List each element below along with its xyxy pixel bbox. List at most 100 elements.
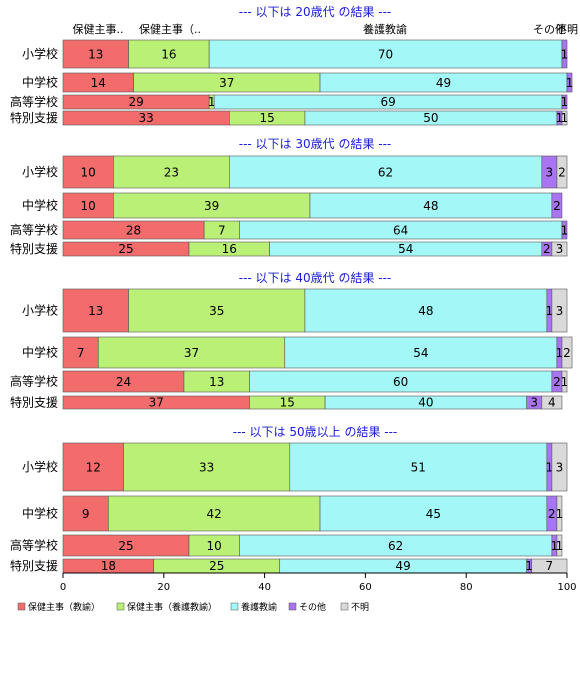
data-label: 3: [546, 166, 554, 180]
bar-segment: [304, 288, 548, 333]
data-label: 18: [101, 559, 116, 573]
data-label: 40: [418, 396, 433, 410]
legend-swatch: [288, 602, 297, 611]
panel-title: --- 以下は 30歳代 の結果 ---: [239, 137, 392, 151]
data-label: 1: [561, 48, 569, 62]
data-label: 10: [207, 539, 222, 553]
x-tick-label: 40: [258, 582, 271, 593]
data-label: 16: [222, 242, 237, 256]
panel-title: --- 以下は 40歳代 の結果 ---: [239, 271, 392, 285]
data-label: 33: [199, 461, 214, 475]
data-label: 24: [116, 375, 131, 389]
row-label: 高等学校: [10, 222, 58, 237]
row-label: 高等学校: [10, 94, 58, 109]
data-label: 62: [378, 166, 393, 180]
row-label: 特別支援: [10, 110, 58, 125]
bar-segment: [62, 155, 114, 189]
bar-segment: [561, 110, 568, 126]
data-label: 2: [548, 507, 556, 521]
bar-segment: [123, 442, 291, 492]
row-label: 特別支援: [10, 558, 58, 573]
data-label: 4: [548, 396, 556, 410]
bar-segment: [309, 192, 553, 219]
data-label: 35: [209, 304, 224, 318]
data-label: 10: [81, 166, 96, 180]
data-label: 13: [88, 48, 103, 62]
x-tick-label: 80: [460, 582, 473, 593]
data-label: 3: [530, 396, 538, 410]
legend-label: 養護教諭: [241, 601, 277, 613]
bar-segment: [128, 288, 306, 333]
legend-label: その他: [299, 601, 326, 613]
bar-segment: [319, 495, 548, 532]
data-label: 23: [164, 166, 179, 180]
data-label: 1: [561, 375, 569, 389]
data-label: 1: [561, 111, 569, 125]
data-label: 7: [77, 346, 85, 360]
bar-segment: [113, 155, 230, 189]
data-label: 15: [259, 111, 274, 125]
row-label: 高等学校: [10, 374, 58, 389]
data-label: 64: [393, 224, 408, 238]
data-label: 15: [280, 396, 295, 410]
data-label: 13: [209, 375, 224, 389]
bar-segment: [541, 395, 563, 410]
data-label: 1: [551, 539, 559, 553]
bar-segment: [62, 288, 129, 333]
legend-label: 保健主事（教諭）: [28, 601, 100, 613]
legend-swatch: [340, 602, 349, 611]
legend-swatch: [116, 602, 125, 611]
legend-swatch: [230, 602, 239, 611]
data-label: 1: [566, 76, 574, 90]
data-label: 12: [86, 461, 101, 475]
data-label: 49: [436, 76, 451, 90]
row-label: 小学校: [22, 459, 58, 474]
bar-segment: [284, 336, 558, 369]
data-label: 1: [561, 95, 569, 109]
row-label: 中学校: [22, 75, 58, 90]
column-header-3: その他: [533, 23, 566, 36]
data-label: 3: [556, 461, 564, 475]
column-header-1: 保健主事（..: [139, 22, 201, 36]
bar-segment: [551, 288, 568, 333]
data-label: 14: [91, 76, 106, 90]
data-label: 25: [209, 559, 224, 573]
bar-segment: [561, 220, 568, 240]
column-header-4: 不明: [556, 23, 578, 36]
bar-segment: [551, 192, 563, 219]
data-label: 28: [126, 224, 141, 238]
panel-title: --- 以下は 20歳代 の結果 ---: [239, 5, 392, 19]
bar-segment: [229, 155, 543, 189]
data-label: 25: [118, 539, 133, 553]
data-label: 25: [118, 242, 133, 256]
data-label: 2: [553, 375, 561, 389]
data-label: 13: [88, 304, 103, 318]
data-label: 1: [556, 111, 564, 125]
bar-segment: [561, 94, 568, 110]
bar-segment: [62, 336, 99, 369]
data-label: 54: [398, 242, 413, 256]
data-label: 48: [423, 199, 438, 213]
legend-label: 保健主事（養護教諭）: [127, 601, 217, 613]
data-label: 1: [546, 461, 554, 475]
x-tick-label: 60: [359, 582, 372, 593]
legend-swatch: [17, 602, 26, 611]
bar-segment: [62, 192, 114, 219]
x-tick-label: 100: [557, 582, 576, 593]
data-label: 2: [553, 199, 561, 213]
data-label: 50: [423, 111, 438, 125]
column-header-0: 保健主事..: [73, 22, 124, 36]
data-label: 1: [556, 539, 564, 553]
legend-label: 不明: [351, 602, 369, 613]
x-tick-label: 20: [157, 582, 170, 593]
data-label: 51: [411, 461, 426, 475]
data-label: 49: [396, 559, 411, 573]
data-label: 37: [149, 396, 164, 410]
bar-segment: [551, 442, 568, 492]
row-label: 中学校: [22, 198, 58, 213]
data-label: 7: [546, 559, 554, 573]
